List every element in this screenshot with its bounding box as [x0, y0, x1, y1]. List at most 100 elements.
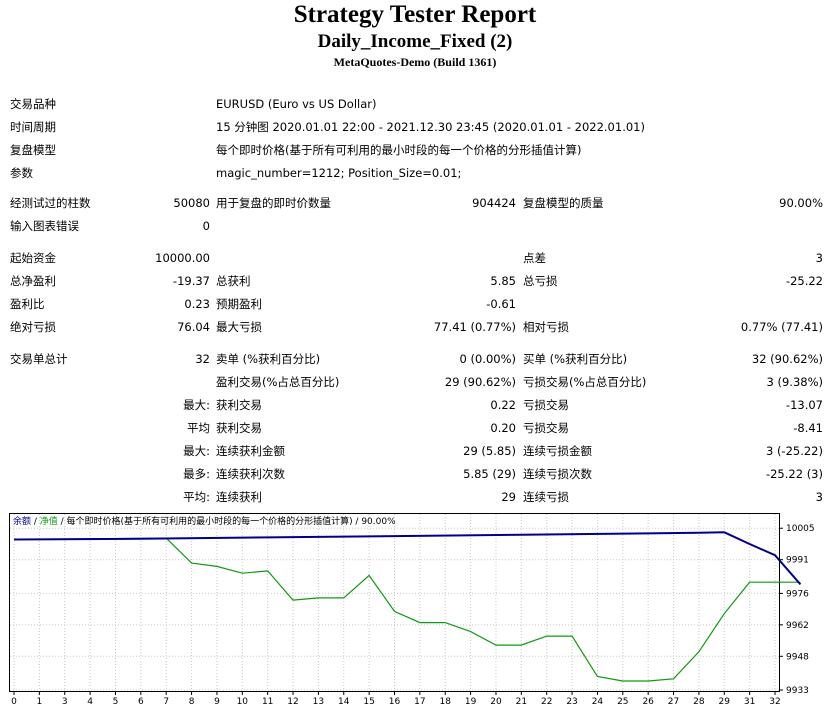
loss-trades-value: 3 (9.38%) — [766, 375, 823, 389]
max-consecutive-losses-value: 3 (-25.22) — [765, 444, 823, 458]
x-tick-label: 15 — [363, 697, 374, 707]
x-tick-label: 0 — [11, 697, 17, 707]
x-tick-label: 28 — [693, 697, 705, 707]
x-tick-label: 29 — [719, 697, 731, 707]
maximal-consecutive-profit-value: 5.85 (29) — [463, 467, 516, 481]
average-loss-label: 亏损交易 — [523, 421, 569, 435]
profit-factor-value: 0.23 — [184, 297, 210, 311]
y-tick-label: 9976 — [786, 589, 809, 599]
x-tick-label: 14 — [338, 697, 350, 707]
x-tick-label: 4 — [87, 697, 93, 707]
maximal-drawdown-value: 77.41 (0.77%) — [433, 320, 516, 334]
model-label: 复盘模型 — [10, 143, 56, 157]
net-profit-value: -19.37 — [172, 274, 210, 288]
y-tick-label: 10005 — [786, 524, 815, 534]
params-label: 参数 — [10, 166, 33, 180]
quality-value: 90.00% — [779, 196, 823, 210]
x-tick-label: 9 — [214, 697, 220, 707]
legend-balance: 余额 — [13, 515, 31, 527]
gross-loss-value: -25.22 — [785, 274, 823, 288]
params-value: magic_number=1212; Position_Size=0.01; — [216, 166, 462, 180]
spread-value: 3 — [815, 251, 823, 265]
average-label: 平均 — [187, 421, 210, 435]
x-tick-label: 10 — [237, 697, 249, 707]
average-consecutive-losses-label: 连续亏损 — [523, 490, 569, 504]
gross-profit-label: 总获利 — [216, 274, 251, 288]
expected-payoff-value: -0.61 — [486, 297, 516, 311]
max-consecutive-losses-label: 连续亏损金额 — [523, 444, 592, 458]
x-tick-label: 11 — [262, 697, 273, 707]
profit-factor-label: 盈利比 — [10, 297, 45, 311]
absolute-drawdown-label: 绝对亏损 — [10, 320, 56, 334]
spread-label: 点差 — [523, 251, 546, 265]
model-value: 每个即时价格(基于所有可利用的最小时段的每一个价格的分形插值计算) — [216, 143, 582, 157]
ticks-value: 904424 — [472, 196, 516, 210]
symbol-value: EURUSD (Euro vs US Dollar) — [216, 97, 377, 111]
x-tick-label: 18 — [440, 697, 452, 707]
average-profit-value: 0.20 — [490, 421, 516, 435]
long-positions-value: 32 (90.62%) — [751, 352, 823, 366]
x-tick-label: 1 — [36, 697, 42, 707]
symbol-label: 交易品种 — [10, 97, 56, 111]
profit-trades-label: 盈利交易(%占总百分比) — [216, 375, 340, 389]
period-value: 15 分钟图 2020.01.01 22:00 - 2021.12.30 23:… — [216, 120, 645, 134]
legend-equity: 净值 — [40, 515, 58, 527]
x-tick-label: 16 — [389, 697, 401, 707]
equity-line — [13, 537, 801, 682]
x-tick-label: 7 — [163, 697, 169, 707]
maximal-consecutive-loss-value: -25.22 (3) — [765, 467, 823, 481]
relative-drawdown-label: 相对亏损 — [523, 320, 569, 334]
largest-loss-label: 亏损交易 — [523, 398, 569, 412]
largest-profit-label: 获利交易 — [216, 398, 262, 412]
total-trades-label: 交易单总计 — [10, 352, 68, 366]
average-consecutive-label: 平均: — [183, 490, 210, 504]
x-tick-label: 23 — [566, 697, 577, 707]
errors-value: 0 — [202, 219, 210, 233]
y-tick-label: 9948 — [786, 652, 809, 662]
maximal-consecutive-label: 最多: — [183, 467, 210, 481]
period-label: 时间周期 — [10, 120, 56, 134]
y-tick-label: 9991 — [786, 556, 809, 566]
x-tick-label: 3 — [62, 697, 68, 707]
x-tick-label: 22 — [541, 697, 552, 707]
x-tick-label: 13 — [313, 697, 324, 707]
maximal-drawdown-label: 最大亏损 — [216, 320, 262, 334]
ticks-label: 用于复盘的即时价数量 — [216, 196, 331, 210]
maximal-consecutive-profit-label: 连续获利次数 — [216, 467, 285, 481]
x-tick-label: 6 — [138, 697, 144, 707]
deposit-value: 10000.00 — [155, 251, 210, 265]
absolute-drawdown-value: 76.04 — [177, 320, 210, 334]
x-tick-label: 32 — [769, 697, 780, 707]
average-loss-value: -8.41 — [793, 421, 823, 435]
average-consecutive-losses-value: 3 — [815, 490, 823, 504]
average-profit-label: 获利交易 — [216, 421, 262, 435]
largest-loss-value: -13.07 — [785, 398, 823, 412]
x-tick-label: 24 — [592, 697, 604, 707]
report-title: Strategy Tester Report — [293, 1, 537, 28]
expected-payoff-label: 预期盈利 — [216, 297, 262, 311]
chart-legend: 余额 / 净值 / 每个即时价格(基于所有可利用的最小时段的每一个价格的分形插值… — [13, 515, 396, 527]
x-tick-label: 21 — [516, 697, 527, 707]
server-build: MetaQuotes-Demo (Build 1361) — [333, 55, 497, 69]
total-trades-value: 32 — [195, 352, 210, 366]
gross-profit-value: 5.85 — [490, 274, 516, 288]
max-consecutive-wins-label: 连续获利金额 — [216, 444, 285, 458]
short-positions-value: 0 (0.00%) — [459, 352, 516, 366]
x-tick-label: 19 — [465, 697, 477, 707]
max-consecutive-label: 最大: — [183, 444, 210, 458]
profit-trades-value: 29 (90.62%) — [444, 375, 516, 389]
relative-drawdown-value: 0.77% (77.41) — [740, 320, 823, 334]
x-tick-label: 12 — [287, 697, 298, 707]
errors-label: 输入图表错误 — [10, 219, 79, 233]
bars-label: 经测试过的柱数 — [10, 196, 91, 210]
balance-chart: 0 1 3 4 5 6 7 8 9 10 11 12 13 14 15 16 17 18 19 20 21 22 23 24 2… — [9, 513, 815, 707]
balance-line — [13, 531, 802, 586]
x-tick-label: 17 — [414, 697, 425, 707]
maximal-consecutive-loss-label: 连续亏损次数 — [523, 467, 592, 481]
loss-trades-label: 亏损交易(%占总百分比) — [523, 375, 647, 389]
x-tick-label: 8 — [189, 697, 195, 707]
expert-name: Daily_Income_Fixed (2) — [317, 31, 513, 52]
legend-separator: / — [31, 517, 40, 527]
largest-label: 最大: — [183, 398, 210, 412]
x-tick-label: 5 — [113, 697, 119, 707]
